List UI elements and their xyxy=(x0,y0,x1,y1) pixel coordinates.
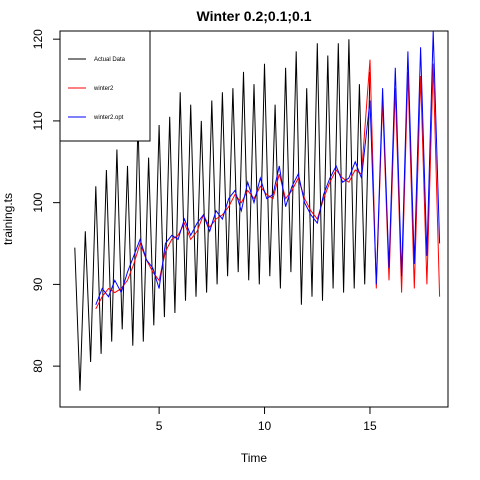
legend: Actual Data winter2 winter2.opt xyxy=(59,30,151,142)
y-tick-label-0: 80 xyxy=(31,359,45,373)
y-tick-label-4: 120 xyxy=(31,29,45,49)
legend-label-2: winter2.opt xyxy=(93,115,124,121)
x-tick-label-0: 5 xyxy=(156,419,163,433)
legend-box xyxy=(59,30,151,142)
x-axis-label: Time xyxy=(241,451,268,465)
x-tick-label-1: 10 xyxy=(258,419,272,433)
y-axis-label: training.ts xyxy=(1,193,15,245)
x-tick-label-2: 15 xyxy=(363,419,377,433)
legend-label-0: Actual Data xyxy=(94,57,126,63)
y-tick-label-2: 100 xyxy=(31,192,45,212)
legend-label-1: winter2 xyxy=(93,86,114,92)
chart-title: Winter 0.2;0.1;0.1 xyxy=(196,8,311,24)
plot-area xyxy=(74,31,441,391)
y-tick-label-3: 110 xyxy=(31,111,45,130)
plot-box xyxy=(59,30,449,408)
y-tick-label-1: 90 xyxy=(31,277,45,291)
series-line-0 xyxy=(74,39,371,391)
series-line-2 xyxy=(95,31,441,305)
